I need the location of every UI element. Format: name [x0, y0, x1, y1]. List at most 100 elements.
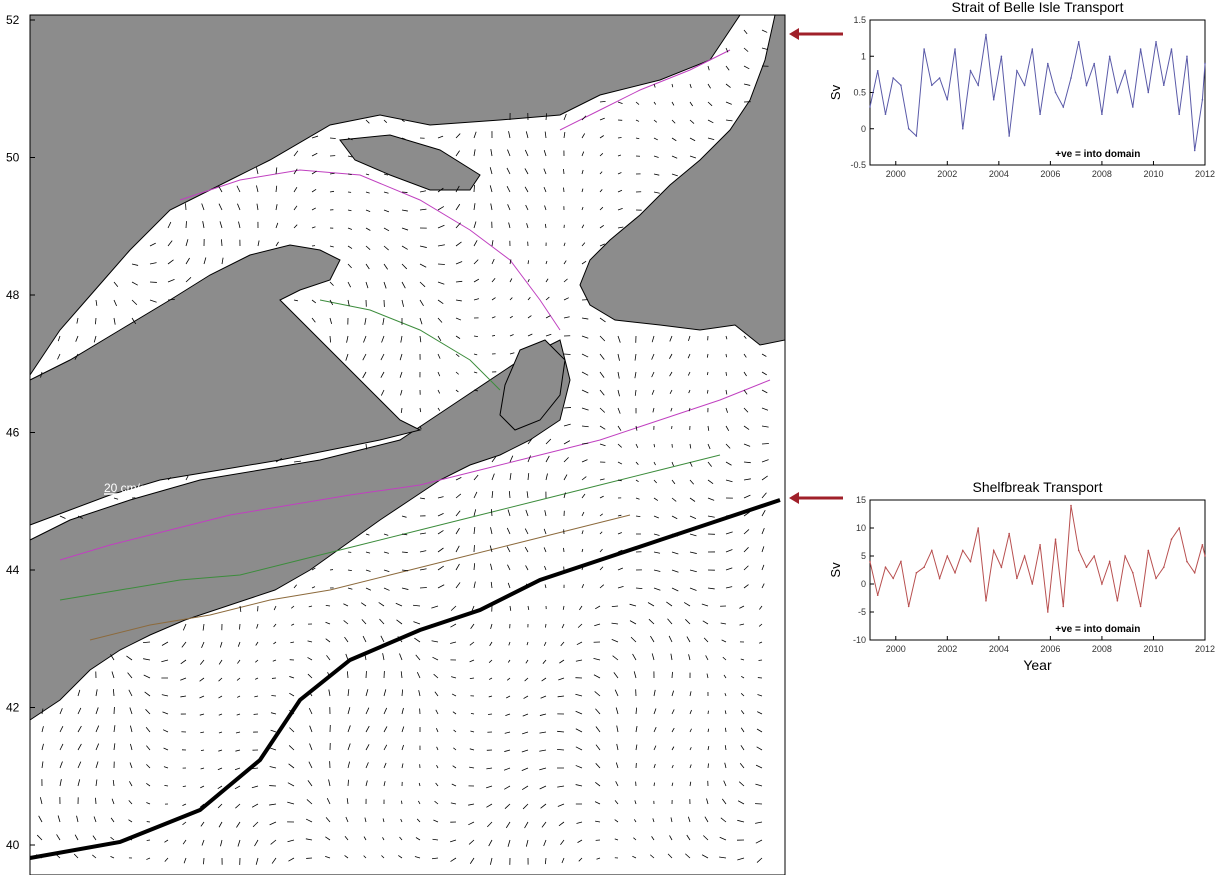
velocity-arrow [617, 137, 622, 139]
velocity-arrow [161, 659, 169, 663]
velocity-arrow [563, 492, 566, 499]
velocity-arrow [77, 725, 82, 733]
velocity-arrow [77, 689, 81, 697]
velocity-arrow [381, 855, 385, 859]
x-tick-label: 2012 [1195, 169, 1215, 179]
velocity-arrow [649, 854, 655, 859]
velocity-arrow [599, 513, 603, 517]
velocity-arrow [740, 658, 745, 661]
velocity-arrow [200, 821, 205, 827]
velocity-arrow [581, 169, 584, 175]
velocity-arrow [508, 131, 511, 139]
series-point [1155, 40, 1157, 43]
shelfbreak-chart: Shelfbreak Transport 2000 2002 2004 2006 2008… [828, 479, 1215, 673]
velocity-arrow [235, 803, 241, 809]
velocity-arrow [251, 803, 259, 808]
velocity-arrow [401, 569, 409, 572]
velocity-arrow [305, 818, 313, 823]
velocity-arrow [455, 527, 460, 535]
velocity-arrow [725, 586, 733, 589]
velocity-arrow [616, 743, 619, 751]
velocity-arrow [473, 581, 476, 589]
velocity-arrow [401, 744, 404, 751]
scale-label: 20 cm/s [104, 481, 146, 495]
lat-tick-label: 50 [6, 151, 20, 165]
series-point [1101, 583, 1103, 585]
velocity-arrow [455, 317, 462, 321]
velocity-arrow [653, 726, 657, 733]
velocity-arrow [131, 263, 139, 266]
velocity-arrow [688, 654, 691, 661]
velocity-arrow [383, 587, 390, 591]
velocity-arrow [577, 839, 583, 843]
velocity-arrow [473, 563, 476, 571]
velocity-arrow [524, 186, 529, 193]
velocity-arrow [129, 762, 133, 769]
velocity-arrow [581, 206, 584, 211]
velocity-arrow [491, 240, 494, 247]
velocity-arrow [200, 767, 205, 770]
velocity-arrow [633, 671, 637, 679]
velocity-arrow [743, 29, 748, 35]
velocity-arrow [128, 800, 133, 805]
lat-tick-label: 40 [6, 838, 20, 852]
velocity-arrow [470, 623, 475, 629]
series-point [884, 566, 887, 568]
velocity-arrow [595, 744, 601, 751]
velocity-arrow [162, 711, 169, 715]
velocity-arrow [685, 853, 691, 859]
velocity-arrow [167, 279, 175, 283]
velocity-arrow [36, 834, 43, 841]
velocity-arrow [130, 725, 133, 733]
velocity-arrow [686, 636, 691, 643]
velocity-arrow [329, 190, 335, 193]
velocity-arrow [311, 188, 317, 193]
velocity-arrow [509, 278, 513, 283]
velocity-arrow [761, 371, 767, 376]
velocity-arrow [683, 602, 691, 607]
velocity-arrow [365, 209, 371, 212]
velocity-arrow [761, 407, 769, 411]
velocity-arrow [740, 710, 745, 715]
velocity-arrow [635, 726, 638, 733]
velocity-arrow [724, 710, 727, 715]
velocity-arrow [599, 443, 606, 447]
series-point [1201, 544, 1204, 546]
series-point [1124, 555, 1126, 557]
velocity-arrow [635, 101, 640, 105]
velocity-arrow [236, 185, 241, 193]
series-point [1000, 566, 1003, 568]
velocity-arrow [596, 857, 601, 860]
series-point [1162, 566, 1165, 568]
velocity-arrow [146, 783, 151, 787]
velocity-arrow [401, 800, 403, 805]
velocity-arrow [221, 239, 223, 247]
velocity-arrow [201, 641, 205, 648]
velocity-arrow [450, 605, 457, 611]
velocity-arrow [739, 763, 745, 769]
velocity-arrow [383, 281, 387, 289]
velocity-arrow [689, 137, 696, 142]
velocity-arrow [635, 443, 639, 448]
velocity-arrow [347, 689, 350, 697]
velocity-arrow [57, 335, 61, 342]
velocity-arrow [234, 767, 241, 771]
velocity-arrow [491, 456, 497, 463]
velocity-arrow [544, 565, 547, 571]
contour-line [59, 454, 721, 601]
velocity-arrow [329, 317, 333, 324]
velocity-arrow [365, 551, 371, 554]
velocity-arrow [740, 745, 745, 751]
series-point [1062, 605, 1065, 608]
velocity-arrow [326, 797, 331, 805]
velocity-arrow [581, 188, 584, 193]
lat-tick-label: 44 [6, 563, 20, 577]
series-point [900, 84, 902, 87]
velocity-arrow [725, 47, 729, 53]
velocity-arrow [504, 749, 511, 752]
velocity-arrow [617, 479, 622, 482]
velocity-arrow [400, 335, 403, 343]
velocity-arrow [707, 137, 715, 141]
velocity-arrow [506, 695, 511, 699]
velocity-arrow [761, 509, 766, 517]
